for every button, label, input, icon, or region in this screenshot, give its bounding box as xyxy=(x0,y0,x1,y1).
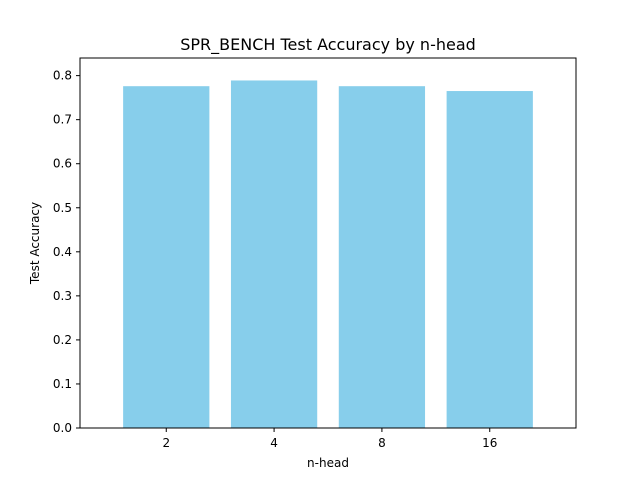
bar-2 xyxy=(123,86,210,428)
y-tick-label: 0.0 xyxy=(53,421,72,435)
x-tick-label: 16 xyxy=(482,436,497,450)
y-axis-ticks: 0.0 0.1 0.2 0.3 0.4 0.5 0.6 0.7 0.8 xyxy=(53,69,80,435)
y-tick-label: 0.2 xyxy=(53,333,72,347)
y-tick-label: 0.1 xyxy=(53,377,72,391)
plot-frame xyxy=(79,57,577,429)
x-tick-label: 4 xyxy=(270,436,278,450)
y-tick-label: 0.4 xyxy=(53,245,72,259)
y-tick-label: 0.5 xyxy=(53,201,72,215)
y-tick-label: 0.7 xyxy=(53,113,72,127)
bar-8 xyxy=(338,86,426,428)
bar-16 xyxy=(446,91,533,429)
bars-group xyxy=(123,80,533,429)
y-tick-label: 0.8 xyxy=(53,69,72,83)
chart-title: SPR_BENCH Test Accuracy by n-head xyxy=(180,35,476,55)
y-tick-label: 0.6 xyxy=(53,157,72,171)
x-axis-ticks: 2 4 8 16 xyxy=(162,428,497,450)
bar-4 xyxy=(230,80,318,428)
y-tick-label: 0.3 xyxy=(53,289,72,303)
x-axis-label: n-head xyxy=(307,456,349,470)
y-axis-label: Test Accuracy xyxy=(28,202,42,285)
x-tick-label: 2 xyxy=(162,436,170,450)
x-tick-label: 8 xyxy=(378,436,386,450)
